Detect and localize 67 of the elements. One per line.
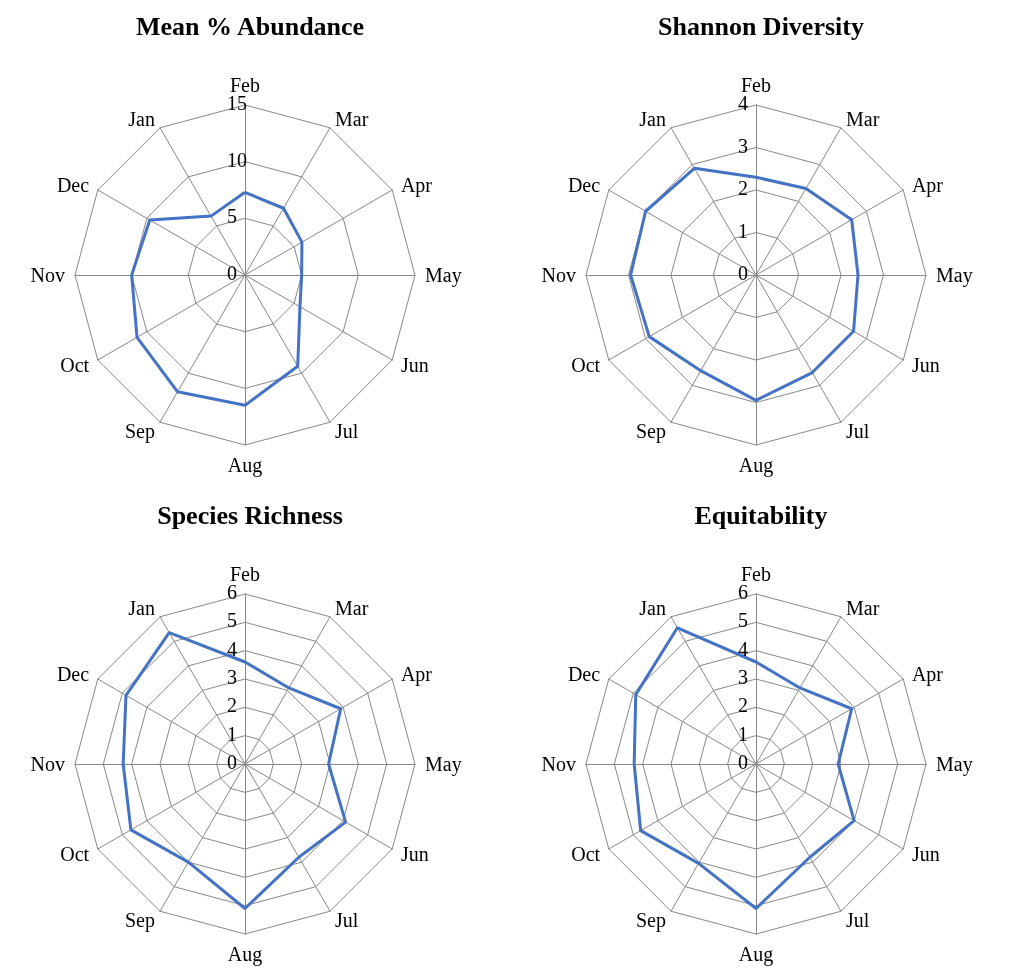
spoke-label: Mar <box>846 597 880 620</box>
spoke-label: Oct <box>571 843 601 865</box>
spoke-label: Aug <box>227 454 263 477</box>
spoke-label: Jan <box>639 597 666 620</box>
y-tick-label: 0 <box>738 262 748 284</box>
spoke-label: Sep <box>125 419 155 443</box>
spoke-label: Mar <box>335 108 369 131</box>
spoke-label: Mar <box>335 597 369 620</box>
y-tick-label: 2 <box>227 694 237 717</box>
spoke-label: Jul <box>846 419 870 442</box>
spoke-label: Sep <box>125 908 155 932</box>
spoke-label: Oct <box>60 843 90 865</box>
spoke-label: Jul <box>335 419 359 442</box>
y-tick-label: 1 <box>738 219 748 242</box>
y-tick-label: 1 <box>738 722 748 745</box>
spoke-label: May <box>936 753 973 776</box>
y-tick-label: 3 <box>738 134 748 157</box>
chart-title: Shannon Diversity <box>658 11 864 41</box>
spoke-label: Dec <box>56 174 90 196</box>
spoke-label: Dec <box>567 663 601 685</box>
spoke-label: Nov <box>30 753 65 775</box>
spoke-label: Jun <box>400 843 429 865</box>
spoke-label: Aug <box>738 454 774 477</box>
spoke-label: Nov <box>541 264 576 286</box>
spoke-label: Aug <box>738 943 774 966</box>
y-tick-label: 3 <box>738 666 748 688</box>
spoke-label: Jan <box>128 108 155 131</box>
spoke-label: Jun <box>911 354 940 376</box>
y-tick-label: 5 <box>227 205 237 228</box>
spoke-label: Aug <box>227 943 263 966</box>
y-tick-label: 0 <box>227 751 237 773</box>
spoke-label: Nov <box>30 264 65 286</box>
spoke-label: Oct <box>571 354 601 376</box>
spoke-label: May <box>936 264 973 287</box>
chart-title: Equitability <box>694 500 828 530</box>
spoke-label: Apr <box>400 663 433 686</box>
spoke-label: Jun <box>911 843 940 865</box>
spoke-label: Jan <box>128 597 155 620</box>
y-tick-label: 1 <box>227 722 237 745</box>
spoke-label: May <box>425 264 462 287</box>
spoke-label: Jul <box>846 908 870 931</box>
y-tick-label: 0 <box>738 751 748 773</box>
y-tick-label: 0 <box>227 262 237 284</box>
y-tick-label: 10 <box>227 148 247 171</box>
spoke-label: Sep <box>636 908 666 932</box>
y-tick-label: 4 <box>227 637 237 660</box>
y-tick-label: 2 <box>738 694 748 717</box>
spoke-label: Dec <box>56 663 90 685</box>
spoke-label: Dec <box>567 174 601 196</box>
spoke-label: Mar <box>846 108 880 131</box>
spoke-label: Sep <box>636 419 666 443</box>
spoke-label: Jul <box>335 908 359 931</box>
y-tick-label: 2 <box>738 177 748 199</box>
chart-title: Species Richness <box>157 500 343 530</box>
spoke-label: May <box>425 753 462 776</box>
spoke-label: Jan <box>639 108 666 131</box>
spoke-label: Nov <box>541 753 576 775</box>
spoke-label: Jun <box>400 354 429 376</box>
y-tick-label: 3 <box>227 666 237 688</box>
spoke-label: Apr <box>911 174 944 197</box>
chart-title: Mean % Abundance <box>135 11 365 41</box>
y-tick-label: 5 <box>738 609 748 632</box>
y-tick-label: 4 <box>738 637 748 660</box>
spoke-label: Oct <box>60 354 90 376</box>
spoke-label: Apr <box>911 663 944 686</box>
y-tick-label: 5 <box>227 609 237 632</box>
spoke-label: Apr <box>400 174 433 197</box>
